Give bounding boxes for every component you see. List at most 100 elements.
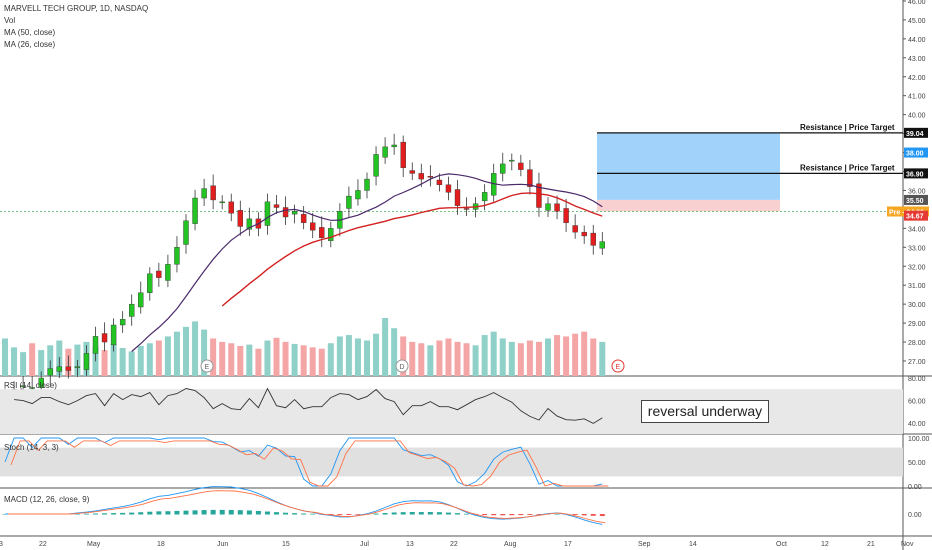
price-tick-label: 28.00 — [908, 340, 926, 347]
macd-histogram-bar — [74, 513, 80, 515]
macd-histogram-bar — [183, 510, 189, 515]
candle-body — [83, 353, 90, 370]
x-tick-label: 12 — [821, 541, 829, 548]
candle-body — [527, 169, 533, 187]
rsi-pane-label: RSI (14, close) — [4, 381, 57, 390]
macd-histogram-bar — [400, 512, 406, 515]
volume-bar — [409, 341, 416, 376]
candle-body — [427, 176, 434, 178]
x-tick-label: 13 — [406, 541, 414, 548]
stoch-d-line — [10, 440, 609, 487]
volume-bar — [373, 333, 380, 376]
x-tick-label: 22 — [39, 541, 47, 548]
volume-bar — [336, 336, 343, 376]
candle-body — [454, 189, 461, 206]
candle-body — [518, 162, 524, 170]
candle-body — [147, 273, 153, 293]
macd-histogram-bar — [147, 511, 153, 515]
volume-bar — [300, 345, 307, 376]
macd-histogram-bar — [572, 514, 578, 515]
volume-bar — [572, 333, 579, 376]
volume-bar — [436, 340, 443, 376]
ma-fast-line — [131, 173, 603, 352]
ma50-legend: MA (50, close) — [4, 28, 56, 37]
symbol-title: MARVELL TECH GROUP, 1D, NASDAQ — [4, 4, 149, 13]
volume-bar — [463, 343, 470, 376]
macd-histogram-bar — [283, 512, 289, 515]
candle-body — [463, 208, 470, 210]
volume-bar — [137, 345, 144, 376]
macd-histogram-bar — [210, 509, 216, 515]
x-tick-label: 3 — [0, 541, 3, 548]
macd-histogram-bar — [165, 511, 171, 515]
candle-body — [273, 204, 280, 208]
macd-histogram-bar — [464, 513, 470, 515]
macd-histogram-bar — [292, 513, 298, 515]
reversal-callout: reversal underway — [641, 400, 769, 423]
volume-bar — [481, 335, 488, 376]
macd-tick-label: 0.00 — [908, 512, 922, 519]
candle-body — [192, 197, 198, 224]
candle-body — [400, 141, 406, 168]
event-marker-label: D — [400, 364, 405, 371]
candle-body — [319, 227, 325, 239]
volume-bar — [146, 343, 153, 376]
volume-bar — [119, 348, 126, 376]
macd-histogram-bar — [156, 511, 162, 515]
candle-body — [282, 207, 289, 218]
volume-bar — [11, 347, 18, 376]
candle-body — [382, 146, 388, 158]
price-label-tag — [904, 127, 928, 138]
volume-bar — [517, 343, 524, 376]
candle-body — [291, 211, 298, 215]
volume-bar — [219, 341, 226, 376]
macd-histogram-bar — [346, 514, 352, 515]
candle-body — [38, 377, 44, 388]
candle-body — [92, 336, 99, 354]
volume-bar — [264, 340, 271, 376]
candle-body — [237, 210, 244, 227]
price-tick-label: 46.00 — [908, 0, 926, 6]
x-tick-label: Jul — [360, 541, 369, 548]
macd-histogram-bar — [138, 512, 144, 515]
candle-body — [47, 368, 53, 376]
macd-histogram-bar — [509, 514, 515, 516]
candle-body — [246, 218, 253, 230]
price-label-tag — [904, 147, 928, 158]
volume-bar — [291, 343, 298, 376]
x-tick-label: May — [87, 541, 101, 548]
macd-histogram-bar — [445, 512, 451, 515]
volume-bar — [418, 343, 425, 376]
candle-body — [310, 222, 316, 231]
macd-histogram-bar — [536, 514, 542, 515]
volume-bar — [282, 341, 289, 376]
price-label-tag — [904, 168, 928, 179]
price-label-text: 39.04 — [906, 131, 924, 138]
price-label-tag — [904, 194, 928, 205]
candle-body — [554, 203, 560, 212]
volume-bar — [590, 338, 597, 376]
candle-body — [418, 173, 424, 180]
volume-bar — [345, 335, 352, 376]
price-tick-label: 32.00 — [908, 264, 926, 271]
candle-body — [174, 247, 180, 265]
volume-bar — [354, 338, 361, 376]
volume-bar — [20, 352, 27, 376]
volume-bar — [273, 337, 280, 376]
macd-histogram-bar — [102, 513, 108, 515]
macd-histogram-bar — [310, 513, 316, 515]
candle-body — [264, 201, 271, 226]
candle-body — [228, 201, 234, 214]
volume-legend: Vol — [4, 16, 16, 25]
candle-body — [536, 183, 542, 208]
volume-bar — [427, 345, 434, 376]
macd-histogram-bar — [120, 512, 126, 515]
volume-bar — [563, 336, 570, 376]
volume-bar — [472, 345, 479, 376]
candle-body — [29, 387, 35, 389]
stoch-tick-label: 100.00 — [908, 436, 930, 443]
macd-histogram-bar — [581, 514, 587, 516]
volume-bar — [535, 341, 542, 376]
price-label-text: 34.67 — [906, 214, 924, 221]
